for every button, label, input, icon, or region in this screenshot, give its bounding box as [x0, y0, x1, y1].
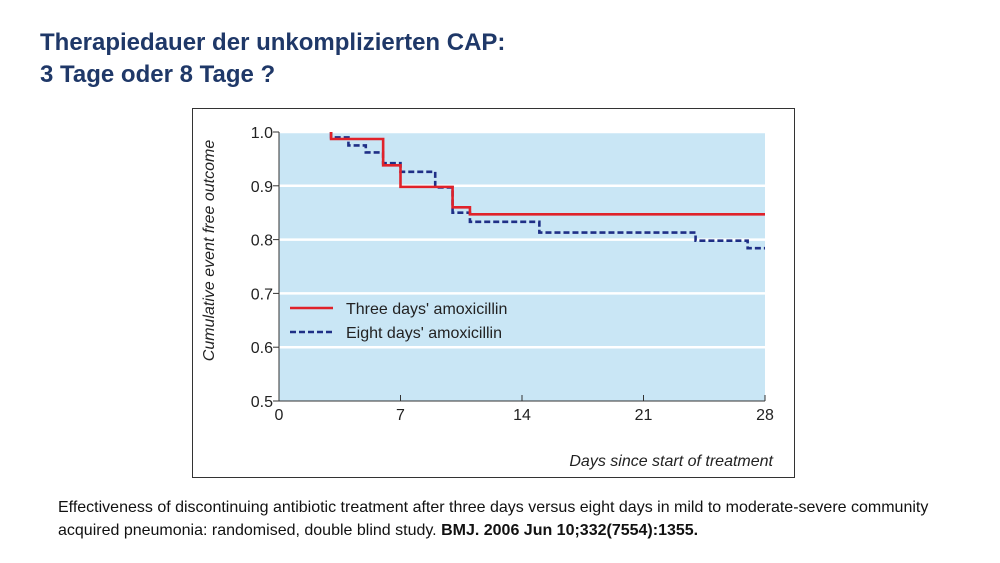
km-chart: 1.0 0.9 0.8 0.7 0.6 0.50 7 14 21 28 Cumulative eve… [201, 125, 774, 470]
x-tick-label: 14 [513, 407, 531, 424]
citation: Effectiveness of discontinuing antibioti… [58, 496, 958, 542]
y-tick-label: 0.6 [251, 340, 273, 357]
y-tick-label: 0.9 [251, 179, 273, 196]
slide-title-line1: Therapiedauer der unkomplizierten CAP: [40, 29, 506, 56]
citation-reference: BMJ. 2006 Jun 10;332(7554):1355. [441, 522, 699, 539]
x-tick-label: 7 [396, 407, 405, 424]
citation-text: Effectiveness of discontinuing antibioti… [58, 499, 929, 539]
y-tick-label: 0.7 [251, 286, 273, 303]
x-tick-label: 0 [275, 407, 284, 424]
chart-frame: 1.0 0.9 0.8 0.7 0.6 0.5 0 7 14 21 28 Cumulative eve… [192, 108, 795, 478]
y-axis-label: Cumulative event free outcome [201, 140, 218, 362]
y-tick-label: 0.8 [251, 233, 273, 250]
x-tick-label: 28 [756, 407, 774, 424]
slide-title: Therapiedauer der unkomplizierten CAP: 3… [40, 27, 505, 91]
y-tick-label: 1.0 [251, 125, 273, 142]
x-tick-label: 21 [635, 407, 653, 424]
y-tick-label: 0.5 [251, 394, 273, 411]
slide-title-line2: 3 Tage oder 8 Tage ? [40, 61, 276, 88]
legend-label: Three days' amoxicillin [346, 301, 507, 318]
plot-background [279, 132, 765, 401]
x-axis-label: Days since start of treatment [569, 453, 773, 470]
series-line-three-days [329, 132, 765, 216]
legend-label: Eight days' amoxicillin [346, 325, 502, 342]
